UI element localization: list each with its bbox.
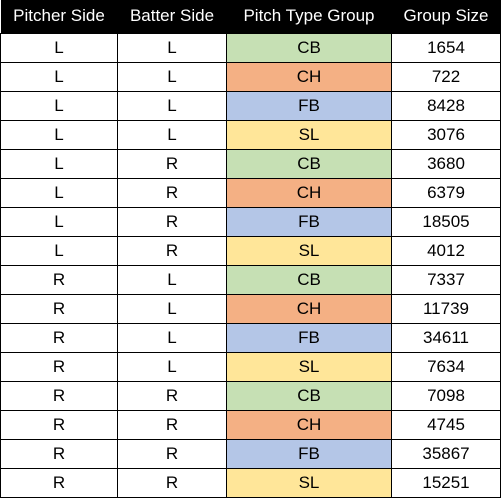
cell-group-size: 34611 bbox=[391, 322, 501, 353]
cell-group-size: 15251 bbox=[391, 467, 501, 498]
cell-group-size: 3076 bbox=[391, 119, 501, 150]
cell-group-size: 3680 bbox=[391, 148, 501, 179]
cell-batter-side: R bbox=[117, 409, 227, 440]
table-row: R L SL 7634 bbox=[0, 351, 501, 382]
cell-pitcher-side: R bbox=[0, 438, 118, 469]
cell-batter-side: R bbox=[117, 148, 227, 179]
cell-pitch-type-group: SL bbox=[226, 119, 392, 150]
cell-pitcher-side: L bbox=[0, 61, 118, 92]
table-row: R R FB 35867 bbox=[0, 438, 501, 469]
table-row: L L CH 722 bbox=[0, 61, 501, 92]
table-row: L R CH 6379 bbox=[0, 177, 501, 208]
header-pitcher-side: Pitcher Side bbox=[0, 0, 118, 33]
cell-pitch-type-group: SL bbox=[226, 351, 392, 382]
table-row: L R CB 3680 bbox=[0, 148, 501, 179]
table-row: R R SL 15251 bbox=[0, 467, 501, 498]
cell-group-size: 7337 bbox=[391, 264, 501, 295]
cell-pitch-type-group: CB bbox=[226, 264, 392, 295]
cell-pitch-type-group: FB bbox=[226, 206, 392, 237]
header-row: Pitcher Side Batter Side Pitch Type Grou… bbox=[0, 0, 501, 33]
cell-pitcher-side: R bbox=[0, 467, 118, 498]
cell-batter-side: R bbox=[117, 206, 227, 237]
cell-pitch-type-group: CH bbox=[226, 61, 392, 92]
cell-pitcher-side: L bbox=[0, 119, 118, 150]
cell-batter-side: R bbox=[117, 177, 227, 208]
cell-pitcher-side: L bbox=[0, 177, 118, 208]
table-row: R L FB 34611 bbox=[0, 322, 501, 353]
table-row: R L CB 7337 bbox=[0, 264, 501, 295]
cell-group-size: 7634 bbox=[391, 351, 501, 382]
cell-group-size: 35867 bbox=[391, 438, 501, 469]
header-pitch-type-group: Pitch Type Group bbox=[226, 0, 392, 33]
table-row: L R FB 18505 bbox=[0, 206, 501, 237]
cell-pitch-type-group: CB bbox=[226, 148, 392, 179]
cell-pitcher-side: R bbox=[0, 322, 118, 353]
cell-group-size: 722 bbox=[391, 61, 501, 92]
cell-batter-side: L bbox=[117, 32, 227, 63]
cell-group-size: 8428 bbox=[391, 90, 501, 121]
cell-group-size: 7098 bbox=[391, 380, 501, 411]
cell-group-size: 18505 bbox=[391, 206, 501, 237]
cell-pitch-type-group: CB bbox=[226, 32, 392, 63]
table-row: R R CB 7098 bbox=[0, 380, 501, 411]
cell-pitcher-side: L bbox=[0, 206, 118, 237]
header-group-size: Group Size bbox=[391, 0, 501, 33]
cell-pitcher-side: L bbox=[0, 32, 118, 63]
cell-batter-side: L bbox=[117, 264, 227, 295]
header-batter-side: Batter Side bbox=[117, 0, 227, 33]
cell-batter-side: R bbox=[117, 235, 227, 266]
cell-pitch-type-group: FB bbox=[226, 322, 392, 353]
cell-pitch-type-group: SL bbox=[226, 235, 392, 266]
table-row: L L SL 3076 bbox=[0, 119, 501, 150]
cell-pitcher-side: R bbox=[0, 351, 118, 382]
table-body: L L CB 1654 L L CH 722 L L FB 8428 L L SL 3076 L R CB 3680 L… bbox=[0, 32, 501, 498]
cell-pitch-type-group: CH bbox=[226, 293, 392, 324]
cell-group-size: 4012 bbox=[391, 235, 501, 266]
cell-batter-side: L bbox=[117, 61, 227, 92]
cell-batter-side: L bbox=[117, 119, 227, 150]
table-row: L L FB 8428 bbox=[0, 90, 501, 121]
cell-pitcher-side: L bbox=[0, 148, 118, 179]
cell-batter-side: L bbox=[117, 293, 227, 324]
cell-batter-side: L bbox=[117, 90, 227, 121]
cell-pitcher-side: R bbox=[0, 264, 118, 295]
cell-group-size: 11739 bbox=[391, 293, 501, 324]
cell-pitcher-side: R bbox=[0, 380, 118, 411]
cell-batter-side: R bbox=[117, 467, 227, 498]
cell-pitcher-side: L bbox=[0, 90, 118, 121]
cell-pitch-type-group: FB bbox=[226, 438, 392, 469]
table-row: L L CB 1654 bbox=[0, 32, 501, 63]
cell-pitch-type-group: CB bbox=[226, 380, 392, 411]
cell-batter-side: R bbox=[117, 380, 227, 411]
cell-group-size: 6379 bbox=[391, 177, 501, 208]
cell-pitcher-side: R bbox=[0, 293, 118, 324]
cell-batter-side: R bbox=[117, 438, 227, 469]
cell-batter-side: L bbox=[117, 322, 227, 353]
cell-pitcher-side: R bbox=[0, 409, 118, 440]
cell-pitcher-side: L bbox=[0, 235, 118, 266]
table-row: R L CH 11739 bbox=[0, 293, 501, 324]
cell-group-size: 1654 bbox=[391, 32, 501, 63]
cell-pitch-type-group: CH bbox=[226, 409, 392, 440]
table-row: L R SL 4012 bbox=[0, 235, 501, 266]
cell-batter-side: L bbox=[117, 351, 227, 382]
cell-group-size: 4745 bbox=[391, 409, 501, 440]
cell-pitch-type-group: CH bbox=[226, 177, 392, 208]
cell-pitch-type-group: FB bbox=[226, 90, 392, 121]
table-row: R R CH 4745 bbox=[0, 409, 501, 440]
cell-pitch-type-group: SL bbox=[226, 467, 392, 498]
